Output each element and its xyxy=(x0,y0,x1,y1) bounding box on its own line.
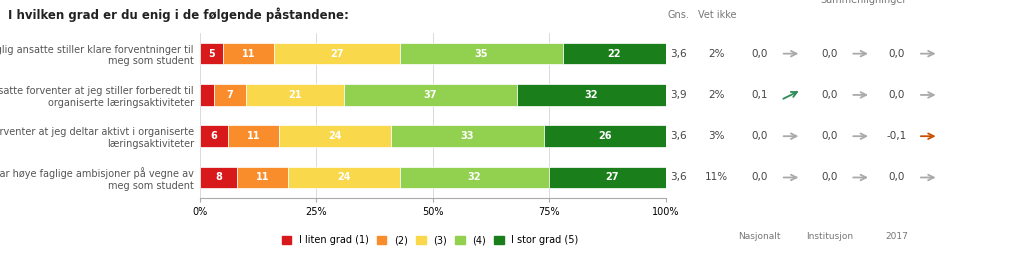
Text: 2%: 2% xyxy=(709,49,725,59)
Text: 3,9: 3,9 xyxy=(671,90,687,100)
Text: 0,0: 0,0 xyxy=(821,90,838,100)
Bar xyxy=(274,43,400,65)
Text: 2017: 2017 xyxy=(886,232,908,241)
Text: 11: 11 xyxy=(247,131,260,141)
Text: 32: 32 xyxy=(585,90,598,100)
Text: 0,0: 0,0 xyxy=(889,90,905,100)
Text: 8: 8 xyxy=(215,172,222,182)
Text: -0,1: -0,1 xyxy=(887,131,907,141)
Bar xyxy=(549,167,675,188)
Bar xyxy=(200,125,227,147)
Text: 11: 11 xyxy=(256,172,269,182)
Text: 0,0: 0,0 xyxy=(821,49,838,59)
Text: 11%: 11% xyxy=(706,172,728,182)
Text: 0,0: 0,0 xyxy=(752,49,768,59)
Bar xyxy=(391,125,545,147)
Bar xyxy=(247,84,344,106)
Text: I hvilken grad er du enig i de følgende påstandene:: I hvilken grad er du enig i de følgende … xyxy=(8,8,349,22)
Text: 2%: 2% xyxy=(709,90,725,100)
Text: 22: 22 xyxy=(607,49,622,59)
Text: Vet ikke: Vet ikke xyxy=(697,10,736,20)
Text: Gns.: Gns. xyxy=(668,10,690,20)
Text: 33: 33 xyxy=(461,131,474,141)
Text: 32: 32 xyxy=(468,172,481,182)
Text: 3,6: 3,6 xyxy=(671,131,687,141)
Text: Sammenligninger: Sammenligninger xyxy=(820,0,906,5)
Text: 21: 21 xyxy=(289,90,302,100)
Legend: I liten grad (1), (2), (3), (4), I stor grad (5): I liten grad (1), (2), (3), (4), I stor … xyxy=(278,231,583,249)
Bar xyxy=(516,84,666,106)
Text: 24: 24 xyxy=(337,172,351,182)
Text: 3,6: 3,6 xyxy=(671,172,687,182)
Text: 3%: 3% xyxy=(709,131,725,141)
Text: 27: 27 xyxy=(331,49,344,59)
Text: 0,0: 0,0 xyxy=(752,172,768,182)
Text: 35: 35 xyxy=(475,49,488,59)
Text: 11: 11 xyxy=(242,49,255,59)
Bar xyxy=(344,84,516,106)
Text: 0,0: 0,0 xyxy=(821,131,838,141)
Bar xyxy=(563,43,666,65)
Bar xyxy=(214,84,246,106)
Text: 0,0: 0,0 xyxy=(889,172,905,182)
Bar xyxy=(227,125,279,147)
Text: Institusjon: Institusjon xyxy=(806,232,853,241)
Bar xyxy=(400,43,563,65)
Text: 24: 24 xyxy=(328,131,342,141)
Bar xyxy=(200,84,214,106)
Bar xyxy=(200,167,237,188)
Text: 37: 37 xyxy=(424,90,437,100)
Text: 26: 26 xyxy=(598,131,611,141)
Text: 0,0: 0,0 xyxy=(821,172,838,182)
Bar xyxy=(400,167,549,188)
Text: Nasjonalt: Nasjonalt xyxy=(738,232,781,241)
Bar xyxy=(279,125,391,147)
Text: 3,6: 3,6 xyxy=(671,49,687,59)
Bar xyxy=(237,167,288,188)
Text: 0,0: 0,0 xyxy=(752,131,768,141)
Text: 6: 6 xyxy=(210,131,217,141)
Bar xyxy=(223,43,274,65)
Text: 0,0: 0,0 xyxy=(889,49,905,59)
Text: 5: 5 xyxy=(208,49,215,59)
Text: 27: 27 xyxy=(605,172,618,182)
Bar xyxy=(288,167,400,188)
Bar xyxy=(545,125,666,147)
Bar xyxy=(200,43,223,65)
Text: 0,1: 0,1 xyxy=(752,90,768,100)
Text: 7: 7 xyxy=(226,90,233,100)
